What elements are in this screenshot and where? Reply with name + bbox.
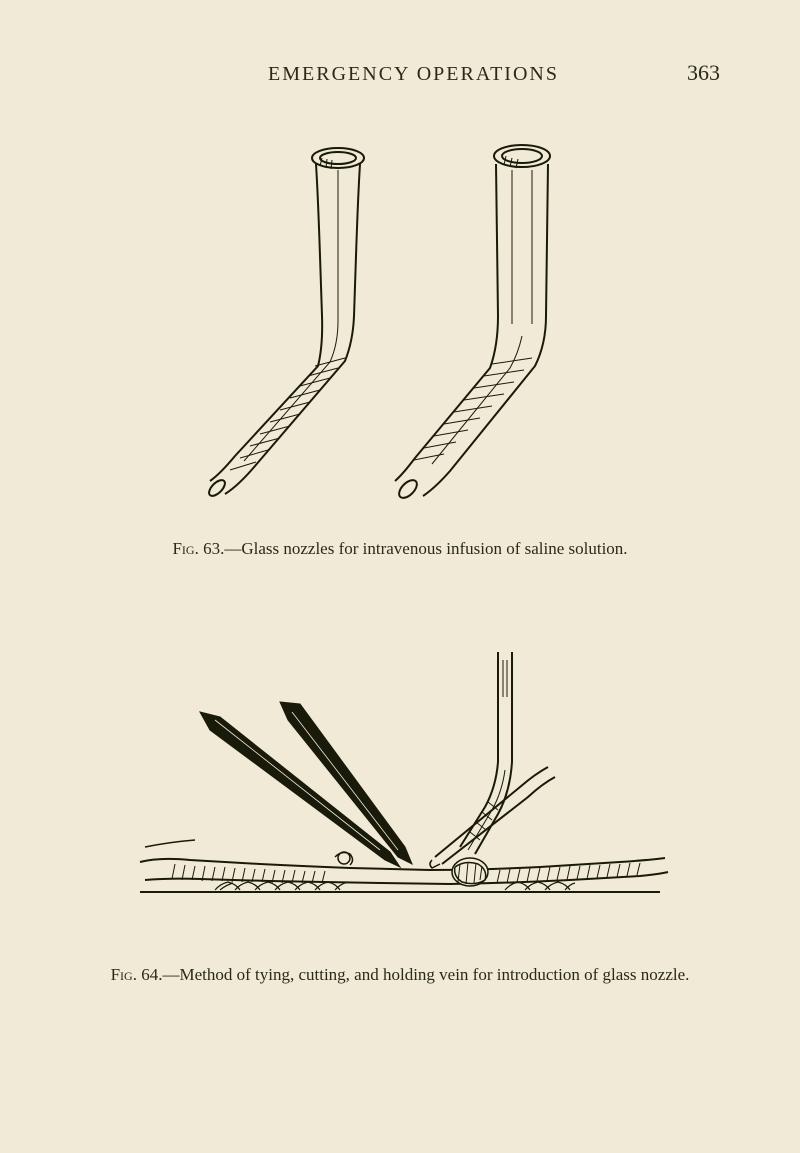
page-header: EMERGENCY OPERATIONS 363 [80, 60, 720, 86]
figure-63-text: —Glass nozzles for intravenous infusion … [224, 539, 627, 558]
figure-63-illustration [160, 136, 640, 516]
figure-63-label: Fig. 63. [172, 539, 224, 558]
figure-64-label: Fig. 64. [111, 965, 163, 984]
page-number: 363 [687, 60, 720, 86]
figure-63-caption: Fig. 63.—Glass nozzles for intravenous i… [172, 536, 627, 562]
running-title: EMERGENCY OPERATIONS [140, 63, 687, 86]
figure-64-text: —Method of tying, cutting, and holding v… [162, 965, 689, 984]
figure-64-illustration [120, 642, 680, 942]
figure-64-caption: Fig. 64.—Method of tying, cutting, and h… [111, 962, 690, 988]
figure-63-block: Fig. 63.—Glass nozzles for intravenous i… [80, 136, 720, 562]
figure-64-block: Fig. 64.—Method of tying, cutting, and h… [80, 602, 720, 988]
